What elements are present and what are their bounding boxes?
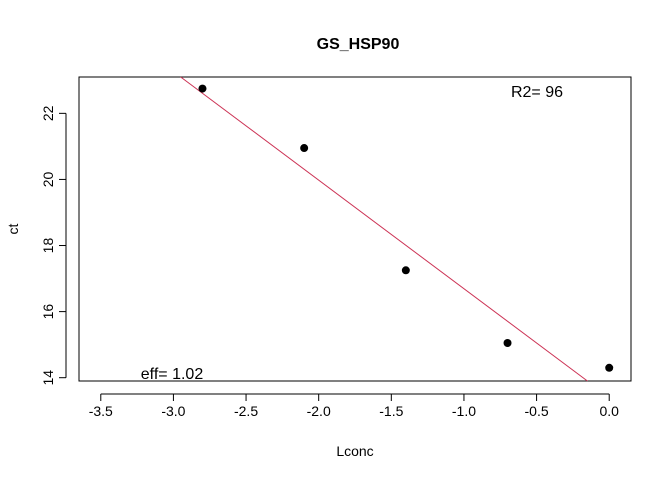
- y-tick-label: 20: [40, 171, 56, 187]
- x-tick-label: 0.0: [599, 403, 619, 419]
- regression-line-group: [180, 76, 588, 382]
- efficiency-annotation: eff= 1.02: [141, 366, 204, 383]
- data-points: [198, 84, 614, 372]
- x-tick-label: -2.0: [307, 403, 331, 419]
- chart-title: GS_HSP90: [317, 36, 400, 53]
- y-tick-label: 16: [40, 304, 56, 320]
- data-point: [401, 266, 410, 275]
- y-tick-label: 18: [40, 238, 56, 254]
- plot-frame: [78, 76, 632, 382]
- data-point: [605, 363, 614, 372]
- x-axis: -3.5 -3.0 -2.5 -2.0 -1.5 -1.0 -0.5 0.0: [89, 393, 619, 419]
- y-tick-label: 14: [40, 370, 56, 386]
- y-tick-label: 22: [40, 105, 56, 121]
- y-axis-label: ct: [5, 223, 21, 234]
- data-point: [300, 144, 309, 153]
- x-tick-label: -1.0: [452, 403, 476, 419]
- x-tick-label: -2.5: [234, 403, 258, 419]
- regression-line: [180, 76, 588, 382]
- x-tick-label: -1.5: [379, 403, 403, 419]
- data-point: [198, 84, 207, 93]
- x-tick-label: -0.5: [525, 403, 549, 419]
- x-tick-label: -3.0: [161, 403, 185, 419]
- y-axis: 14 16 18 20 22: [40, 105, 67, 386]
- x-axis-label: Lconc: [336, 443, 373, 459]
- r2-annotation: R2= 96: [511, 84, 563, 101]
- data-point: [503, 339, 512, 347]
- x-tick-label: -3.5: [89, 403, 113, 419]
